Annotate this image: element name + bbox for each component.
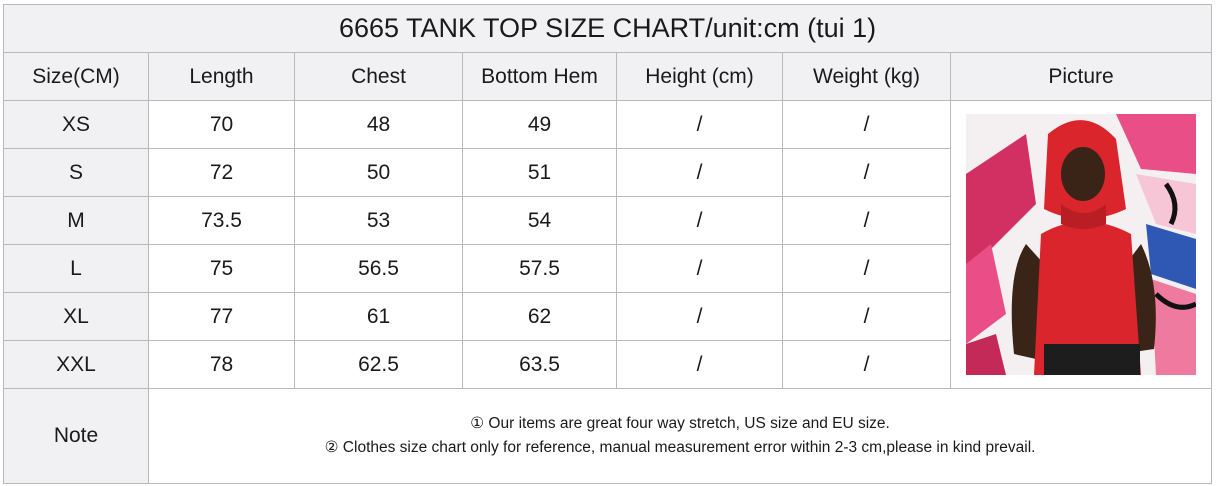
- height-cell: /: [616, 100, 783, 149]
- chart-title: 6665 TANK TOP SIZE CHART/unit:cm (tui 1): [2, 4, 1213, 53]
- weight-cell: /: [782, 292, 951, 341]
- picture-cell: [949, 100, 1213, 389]
- header-weight: Weight (kg): [782, 52, 951, 101]
- bottom-hem-cell: 62: [462, 292, 617, 341]
- size-cell: S: [3, 148, 149, 197]
- header-picture: Picture: [949, 52, 1213, 101]
- weight-cell: /: [782, 100, 951, 149]
- length-cell: 75: [148, 244, 295, 293]
- table-row: XXL 78 62.5 63.5 / /: [3, 340, 1212, 389]
- note-text: ① Our items are great four way stretch, …: [147, 388, 1213, 484]
- bottom-hem-cell: 49: [462, 100, 617, 149]
- note-line-2: ② Clothes size chart only for reference,…: [324, 439, 1036, 456]
- header-length: Length: [148, 52, 295, 101]
- height-cell: /: [616, 340, 783, 389]
- height-cell: /: [616, 244, 783, 293]
- table-row: XL 77 61 62 / /: [3, 292, 1212, 341]
- header-bottom-hem: Bottom Hem: [462, 52, 617, 101]
- length-cell: 73.5: [148, 196, 295, 245]
- header-chest: Chest: [294, 52, 463, 101]
- height-cell: /: [616, 196, 783, 245]
- size-chart-table: 6665 TANK TOP SIZE CHART/unit:cm (tui 1)…: [2, 4, 1213, 484]
- chest-cell: 61: [294, 292, 463, 341]
- size-cell: L: [3, 244, 149, 293]
- note-row: Note ① Our items are great four way stre…: [3, 388, 1213, 484]
- chest-cell: 62.5: [294, 340, 463, 389]
- length-cell: 72: [148, 148, 295, 197]
- size-cell: XXL: [3, 340, 149, 389]
- model-photo-icon: [966, 113, 1197, 375]
- weight-cell: /: [782, 148, 951, 197]
- size-chart: 6665 TANK TOP SIZE CHART/unit:cm (tui 1)…: [2, 4, 1213, 484]
- header-height: Height (cm): [616, 52, 783, 101]
- table-row: L 75 56.5 57.5 / /: [3, 244, 1212, 293]
- header-size: Size(CM): [3, 52, 149, 101]
- size-cell: M: [3, 196, 149, 245]
- bottom-hem-cell: 51: [462, 148, 617, 197]
- weight-cell: /: [782, 340, 951, 389]
- table-row: S 72 50 51 / /: [3, 148, 1212, 197]
- height-cell: /: [616, 292, 783, 341]
- table-row: XS 70 48 49 / /: [3, 100, 1213, 389]
- length-cell: 70: [148, 100, 295, 149]
- weight-cell: /: [782, 244, 951, 293]
- chest-cell: 56.5: [294, 244, 463, 293]
- table-row: M 73.5 53 54 / /: [3, 196, 1212, 245]
- bottom-hem-cell: 63.5: [462, 340, 617, 389]
- bottom-hem-cell: 54: [462, 196, 617, 245]
- chest-cell: 50: [294, 148, 463, 197]
- chest-cell: 48: [294, 100, 463, 149]
- weight-cell: /: [782, 196, 951, 245]
- height-cell: /: [616, 148, 783, 197]
- size-cell: XS: [3, 100, 149, 149]
- note-label: Note: [3, 388, 149, 484]
- length-cell: 78: [148, 340, 295, 389]
- note-line-1: ① Our items are great four way stretch, …: [470, 415, 890, 432]
- size-cell: XL: [3, 292, 149, 341]
- length-cell: 77: [148, 292, 295, 341]
- bottom-hem-cell: 57.5: [462, 244, 617, 293]
- chest-cell: 53: [294, 196, 463, 245]
